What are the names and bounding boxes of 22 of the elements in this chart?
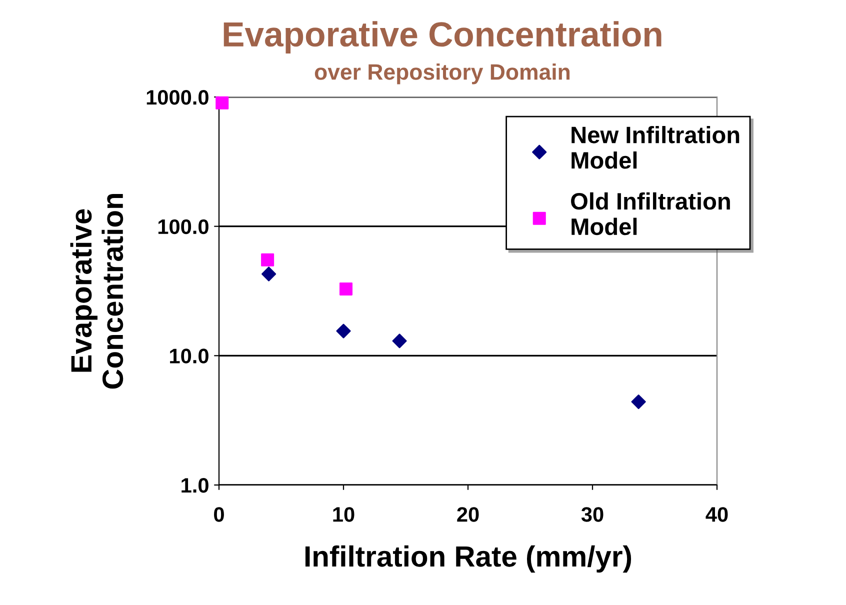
x-tick-label: 40 [706,507,728,522]
y-tick-label: 1.0 [182,478,208,493]
point [339,282,352,296]
point [392,334,407,348]
point [336,324,351,338]
x-tick-label: 30 [581,507,604,522]
point [262,266,276,282]
point [261,253,274,266]
point [631,394,646,410]
y-tick-label: 10.0 [170,348,208,364]
x-axis-title: Infiltration Rate (mm/yr) [305,545,632,573]
point [216,96,229,110]
x-tick-label: 20 [457,507,479,522]
y-axis-title: Evaporative Concentration [70,194,124,389]
legend-label: New Infiltration Model [572,126,740,169]
x-tick-label: 10 [333,507,354,522]
x-tick-label: 0 [214,507,224,522]
chart-subtitle: over Repository Domain [314,64,570,84]
legend-label: Old Infiltration Model [571,192,730,236]
chart-title: Evaporative Concentration [224,21,662,54]
y-tick-label: 100.0 [158,219,208,234]
y-tick-label: 1000.0 [146,90,208,105]
